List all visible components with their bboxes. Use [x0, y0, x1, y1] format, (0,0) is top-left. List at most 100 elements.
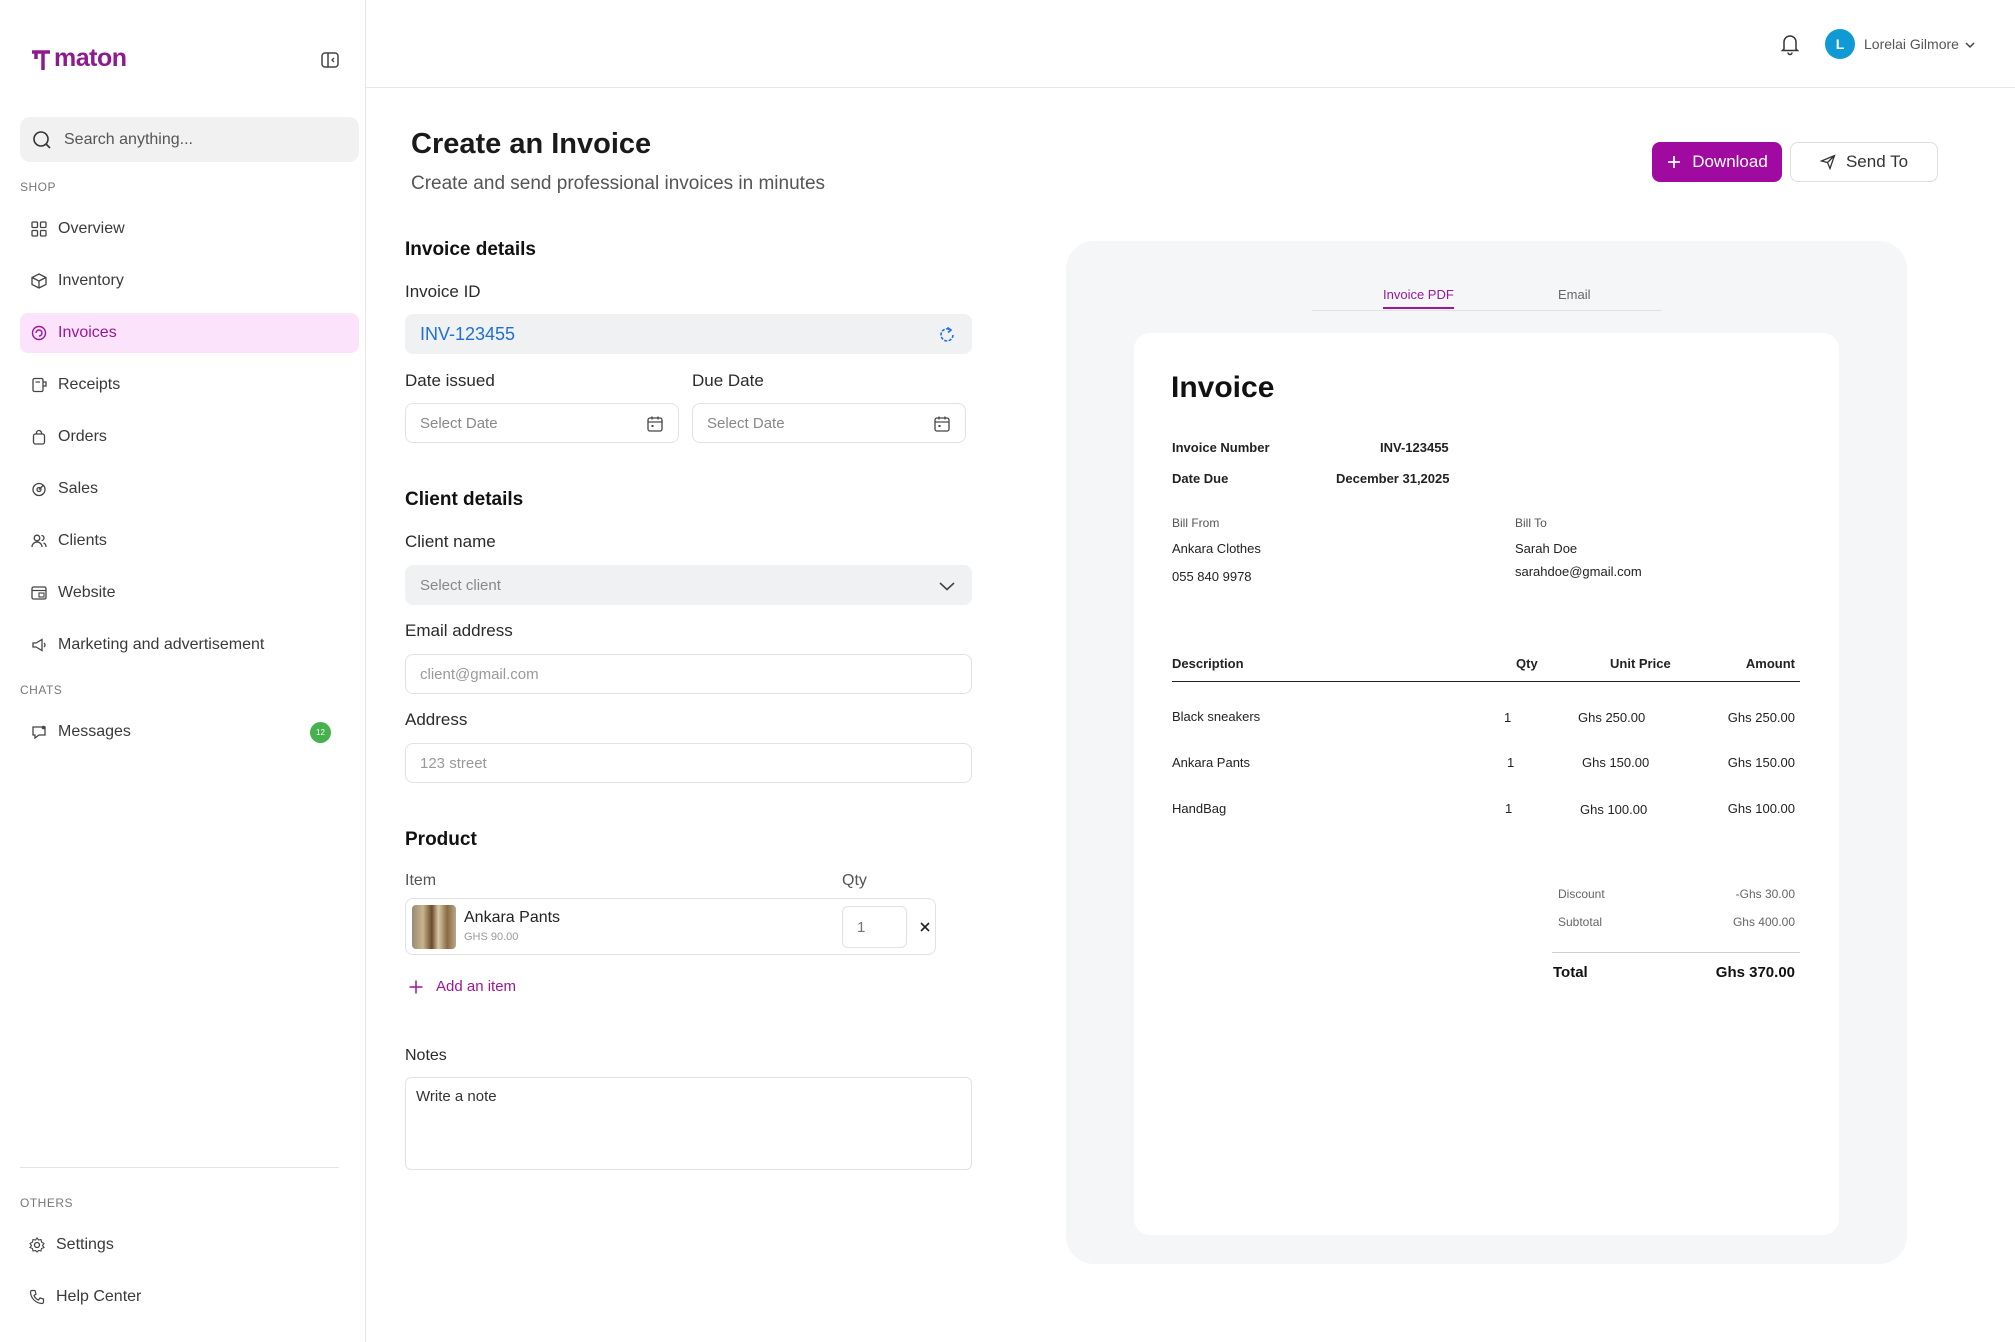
qty-field[interactable] [842, 906, 907, 948]
client-select-placeholder: Select client [420, 576, 501, 594]
tab-invoice-pdf[interactable]: Invoice PDF [1383, 287, 1454, 309]
invoice-number-value: INV-123455 [1380, 440, 1449, 455]
invoice-number-label: Invoice Number [1172, 440, 1270, 455]
bill-from-name: Ankara Clothes [1172, 541, 1261, 556]
close-icon[interactable] [916, 918, 934, 936]
row-1-amount: Ghs 250.00 [1727, 710, 1795, 725]
invoice-details-heading: Invoice details [405, 239, 536, 260]
notes-field[interactable] [405, 1077, 972, 1170]
chevron-down-icon[interactable] [1963, 38, 1977, 52]
logo[interactable]: maton [30, 44, 127, 73]
bill-to-label: Bill To [1515, 516, 1547, 530]
column-amount: Amount [1745, 656, 1795, 671]
row-2-amount: Ghs 150.00 [1727, 755, 1795, 770]
address-label: Address [405, 710, 468, 729]
download-button[interactable]: Download [1652, 142, 1782, 182]
sidebar-item-label: Overview [58, 220, 125, 237]
phone-icon [28, 1288, 46, 1306]
discount-value: -Ghs 30.00 [1735, 887, 1795, 901]
row-2-description: Ankara Pants [1172, 755, 1251, 770]
sidebar-item-inventory[interactable]: Inventory [20, 261, 359, 301]
sidebar-item-label: Inventory [58, 272, 124, 289]
sidebar-item-overview[interactable]: Overview [20, 209, 359, 249]
row-3-amount: Ghs 100.00 [1727, 801, 1795, 816]
calendar-icon[interactable] [646, 415, 664, 433]
search-bar[interactable] [20, 117, 359, 162]
bill-to-name: Sarah Doe [1515, 541, 1578, 556]
due-date-field[interactable]: Select Date [692, 403, 966, 443]
email-input[interactable] [420, 665, 957, 683]
bell-icon[interactable] [1778, 32, 1802, 56]
column-unit-price: Unit Price [1610, 656, 1671, 671]
calendar-icon[interactable] [933, 415, 951, 433]
bill-from-label: Bill From [1172, 516, 1220, 530]
preview-tabs: Invoice PDF Email [1312, 241, 1662, 311]
sidebar-item-receipts[interactable]: Receipts [20, 365, 359, 405]
sidebar-item-orders[interactable]: Orders [20, 417, 359, 457]
box-icon [30, 272, 48, 290]
address-field[interactable] [405, 743, 972, 783]
chevron-down-icon [939, 582, 955, 591]
bag-icon [30, 428, 48, 446]
client-details-heading: Client details [405, 489, 524, 510]
add-item-button[interactable]: Add an item [408, 978, 516, 995]
sidebar-item-help-center[interactable]: Help Center [18, 1277, 357, 1317]
search-icon [33, 130, 51, 149]
add-item-label: Add an item [436, 978, 517, 995]
sidebar-collapse-icon[interactable] [320, 50, 340, 70]
invoice-document: Invoice Invoice Number INV-123455 Date D… [1134, 333, 1839, 1235]
download-label: Download [1692, 152, 1768, 171]
page-title: Create an Invoice [411, 128, 652, 160]
client-name-label: Client name [405, 532, 496, 551]
sidebar-item-settings[interactable]: Settings [18, 1225, 357, 1265]
table-header-rule [1172, 681, 1800, 682]
subtotal-value: Ghs 400.00 [1732, 915, 1795, 929]
notes-textarea[interactable] [416, 1088, 961, 1159]
search-input[interactable] [64, 130, 334, 149]
product-name: Ankara Pants [464, 909, 561, 926]
plus-icon [1668, 156, 1681, 168]
sidebar-item-label: Settings [56, 1236, 114, 1253]
logo-mark-icon [32, 49, 50, 70]
bill-to-email: sarahdoe@gmail.com [1515, 564, 1642, 579]
product-row: Ankara Pants GHS 90.00 [405, 898, 936, 955]
sidebar-item-website[interactable]: Website [20, 573, 359, 613]
client-select[interactable]: Select client [405, 565, 972, 605]
date-issued-field[interactable]: Select Date [405, 403, 679, 443]
email-field[interactable] [405, 654, 972, 694]
address-input[interactable] [420, 754, 957, 772]
user-name[interactable]: Lorelai Gilmore [1864, 36, 1959, 52]
receipt-icon [30, 376, 48, 394]
sidebar-item-invoices[interactable]: Invoices [20, 313, 359, 353]
sidebar-item-label: Help Center [56, 1288, 142, 1305]
qty-column-label: Qty [842, 872, 867, 889]
product-heading: Product [405, 829, 477, 850]
notes-label: Notes [405, 1047, 447, 1064]
item-column-label: Item [405, 872, 437, 889]
date-due-value: December 31,2025 [1336, 471, 1450, 486]
plus-icon [409, 980, 423, 993]
row-1-qty: 1 [1504, 710, 1512, 725]
sidebar-item-messages[interactable]: Messages 12 [20, 712, 359, 752]
invoice-id-field[interactable]: INV-123455 [405, 314, 972, 354]
row-1-unit-price: Ghs 250.00 [1578, 710, 1646, 725]
sidebar-item-clients[interactable]: Clients [20, 521, 359, 561]
grid-icon [30, 220, 48, 238]
avatar[interactable]: L [1825, 29, 1855, 59]
subtotal-label: Subtotal [1558, 915, 1603, 929]
sidebar-item-label: Receipts [58, 376, 121, 393]
browser-icon [30, 584, 48, 602]
sidebar-item-sales[interactable]: Sales [20, 469, 359, 509]
sidebar-item-label: Messages [58, 723, 131, 740]
qty-input[interactable] [843, 907, 906, 947]
send-to-button[interactable]: Send To [1790, 142, 1938, 182]
column-qty: Qty [1516, 656, 1538, 671]
tab-email[interactable]: Email [1558, 287, 1591, 302]
sidebar-item-label: Sales [58, 480, 99, 497]
refresh-icon[interactable] [937, 325, 957, 345]
logo-text: maton [54, 44, 127, 72]
sidebar-item-marketing[interactable]: Marketing and advertisement [20, 625, 359, 665]
column-description: Description [1172, 656, 1244, 671]
topbar: L Lorelai Gilmore [366, 0, 2015, 88]
chart-icon [30, 480, 48, 498]
